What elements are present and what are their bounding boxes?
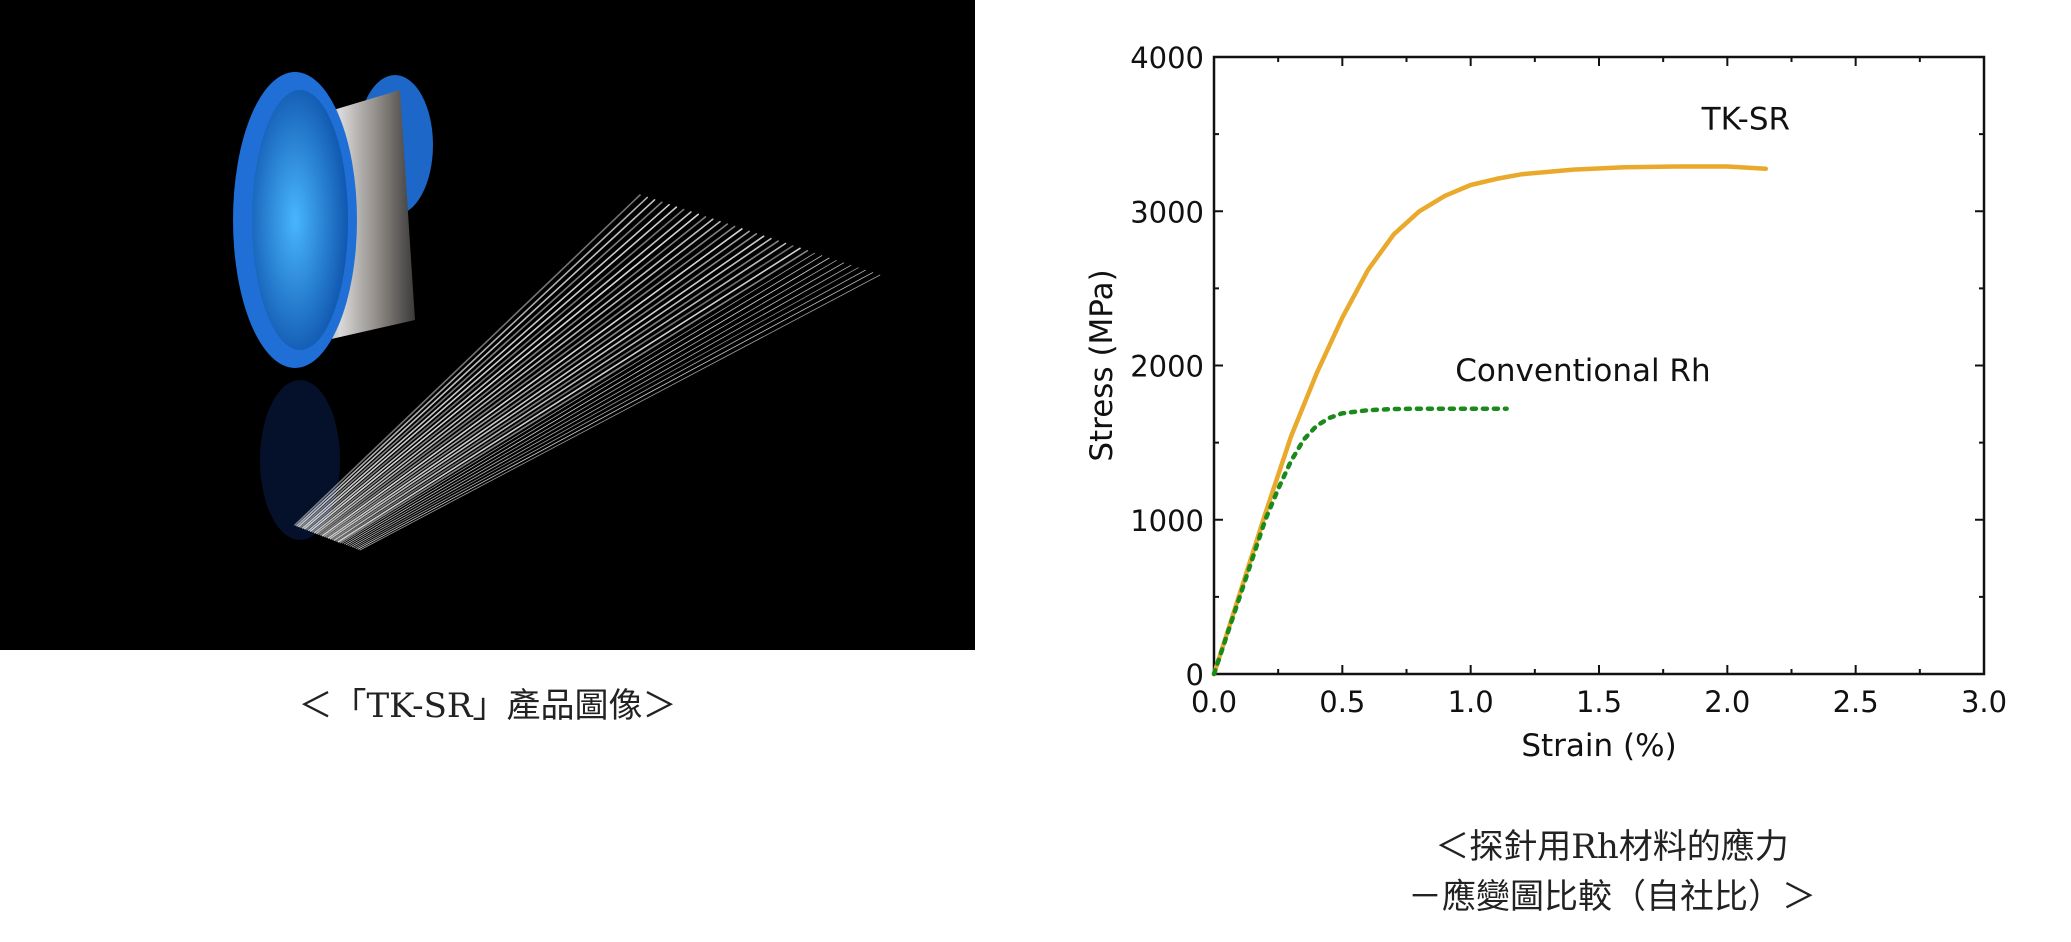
spool-and-wires-image [0,0,975,650]
chart-caption: ＜探針用Rh材料的應力 －應變圖比較（自社比）＞ [1312,822,1912,922]
series-label-tk-sr: TK-SR [1701,101,1790,137]
x-tick-label: 1.5 [1576,685,1622,719]
y-tick-label: 4000 [1130,41,1204,75]
wire [350,263,843,546]
y-tick-label: 1000 [1130,504,1204,538]
stress-strain-chart: 0.0 0.5 1.0 1.5 2.0 2.5 3.001000200030004000St… [1060,20,2060,780]
x-axis-label: Strain (%) [1521,728,1676,764]
chart-caption-line2: －應變圖比較（自社比）＞ [1312,872,1912,922]
wire [348,260,836,545]
wire [344,256,822,544]
x-tick-label: 0.5 [1319,685,1365,719]
series-line-tk-sr [1214,167,1766,675]
x-tick-label: 3.0 [1961,685,2007,719]
chart-caption-line1: ＜探針用Rh材料的應力 [1312,822,1912,872]
x-tick-label: 2.5 [1833,685,1879,719]
series-label-conventional-rh: Conventional Rh [1455,353,1710,389]
product-photo [0,0,975,650]
x-tick-label: 1.0 [1448,685,1494,719]
y-tick-label: 0 [1186,658,1204,692]
y-axis-label: Stress (MPa) [1084,269,1120,461]
photo-caption: ＜「TK-SR」產品圖像＞ [0,678,975,727]
y-tick-label: 2000 [1130,350,1204,384]
y-tick-label: 3000 [1130,195,1204,229]
wire [346,258,829,545]
x-tick-label: 2.0 [1704,685,1750,719]
